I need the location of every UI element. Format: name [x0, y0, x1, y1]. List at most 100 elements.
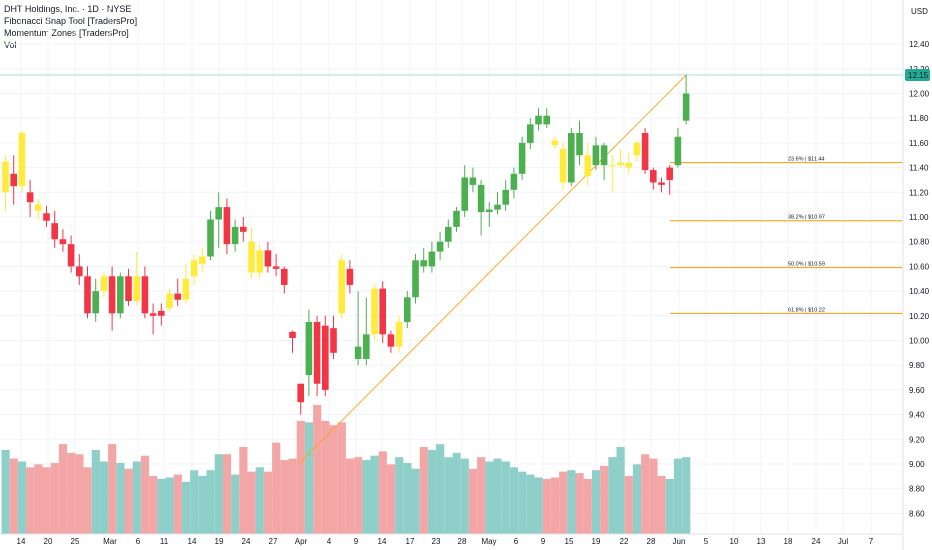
price-tick-label: 10.80: [909, 238, 930, 247]
candle-body: [207, 219, 214, 257]
indicator-fib-snap[interactable]: Fibonacci Snap Tool [TradersPro]: [4, 16, 138, 26]
candle-body: [551, 140, 559, 146]
candle-body: [682, 93, 690, 121]
candle-body: [264, 250, 272, 267]
candle-body: [248, 241, 255, 273]
candle-body: [625, 162, 632, 168]
volume-bar: [673, 458, 683, 534]
volume-bar: [329, 425, 338, 534]
candle-body: [371, 288, 378, 335]
time-tick-label: 18: [784, 537, 793, 546]
time-tick-label: 25: [71, 537, 80, 546]
fib-level-label: 23.6% | $11.44: [788, 157, 825, 163]
time-tick-label: 22: [620, 537, 629, 546]
price-tick-label: 8.60: [909, 509, 925, 518]
volume-bar: [567, 470, 576, 534]
candle-body: [18, 133, 26, 187]
volume-bar: [550, 477, 560, 534]
candle-body: [10, 173, 17, 187]
time-axis[interactable]: 14 20 25 Mar 6 11 14 19 24 27 Apr 4 9 14 17 23 28 May 6 9 15…: [0, 533, 903, 546]
time-tick-label: 6: [514, 537, 519, 546]
volume-bar: [354, 457, 363, 534]
fib-level-label: 61.8% | $10.22: [788, 307, 825, 313]
candle-body: [100, 276, 108, 292]
candle-body: [641, 133, 649, 171]
symbol-title[interactable]: DHT Holdings, Inc. · 1D · NYSE: [4, 4, 132, 14]
volume-bar: [214, 454, 223, 534]
volume-bar: [460, 458, 469, 534]
volume-bar: [641, 454, 650, 534]
candle-body: [289, 331, 296, 339]
volume-bar: [132, 461, 141, 534]
candle-body: [633, 142, 641, 156]
time-tick-label: Mar: [103, 537, 117, 546]
volume-bar: [42, 467, 51, 534]
volume-bar: [288, 458, 297, 534]
volume-bar: [452, 452, 461, 534]
time-tick-label: Jul: [838, 537, 848, 546]
candle-body: [182, 278, 190, 300]
volume-bar: [411, 468, 420, 534]
time-tick-label: 15: [565, 537, 574, 546]
candle-body: [51, 223, 58, 240]
volume-bar: [321, 420, 330, 534]
volume-bar: [83, 467, 92, 534]
fibonacci-levels: 23.6% | $11.44 38.2% | $10.97 50.0% | $10.…: [670, 157, 903, 314]
candle-body: [617, 162, 624, 166]
volume-bar: [91, 449, 100, 534]
volume-bar: [198, 476, 207, 534]
time-tick-label: 14: [378, 537, 387, 546]
volume-bar: [370, 455, 379, 534]
candle-body: [174, 293, 181, 300]
candle-body: [379, 288, 386, 335]
volume-bar: [50, 462, 59, 534]
trendline[interactable]: [298, 74, 687, 465]
candle-body: [231, 226, 239, 245]
candle-body: [240, 226, 247, 232]
price-tick-label: 10.00: [909, 337, 930, 346]
volume-bar: [280, 460, 289, 534]
time-tick-label: 24: [812, 537, 821, 546]
time-tick-label: 4: [327, 537, 332, 546]
time-tick-label: 27: [269, 537, 278, 546]
candle-body: [338, 260, 345, 314]
candle-body: [354, 346, 362, 360]
candle-body: [43, 213, 50, 221]
indicator-volume[interactable]: Vol: [4, 40, 17, 50]
volume-bar: [583, 478, 592, 534]
volume-bar: [600, 465, 609, 534]
time-tick-label: 6: [136, 537, 141, 546]
time-tick-label: 7: [869, 537, 874, 546]
volume-bar: [140, 455, 150, 534]
volume-bar: [124, 468, 133, 534]
time-tick-label: 9: [541, 537, 546, 546]
time-tick-label: 14: [188, 537, 197, 546]
candle-body: [469, 177, 477, 185]
candle-body: [453, 210, 460, 227]
candle-body: [84, 276, 91, 314]
candle-body: [666, 167, 673, 180]
price-tick-label: 10.40: [909, 287, 930, 296]
candle-body: [576, 133, 583, 156]
price-axis[interactable]: 12.4012.2012.0011.8011.6011.4011.2011.00…: [902, 0, 930, 550]
volume-bar: [501, 461, 510, 534]
volume-bar: [116, 462, 125, 534]
indicator-momentum-zones[interactable]: Momentum Zones [TradersPro]: [4, 28, 129, 38]
volume-bar: [436, 444, 445, 534]
volume-bar: [157, 478, 166, 534]
candle-body: [650, 170, 657, 183]
candle-body: [568, 133, 575, 183]
last-price-value: 12.15: [908, 71, 929, 80]
volume-bar: [1, 449, 10, 534]
candle-body: [322, 325, 329, 390]
price-tick-label: 10.20: [909, 312, 930, 321]
volume-bar: [649, 458, 658, 534]
candle-body: [166, 293, 173, 309]
candle-body: [445, 226, 452, 242]
price-tick-label: 12.00: [909, 90, 930, 99]
candle-body: [658, 182, 665, 185]
volume-bar: [468, 468, 478, 534]
volume-bar: [362, 460, 371, 534]
volume-bar: [108, 444, 117, 534]
